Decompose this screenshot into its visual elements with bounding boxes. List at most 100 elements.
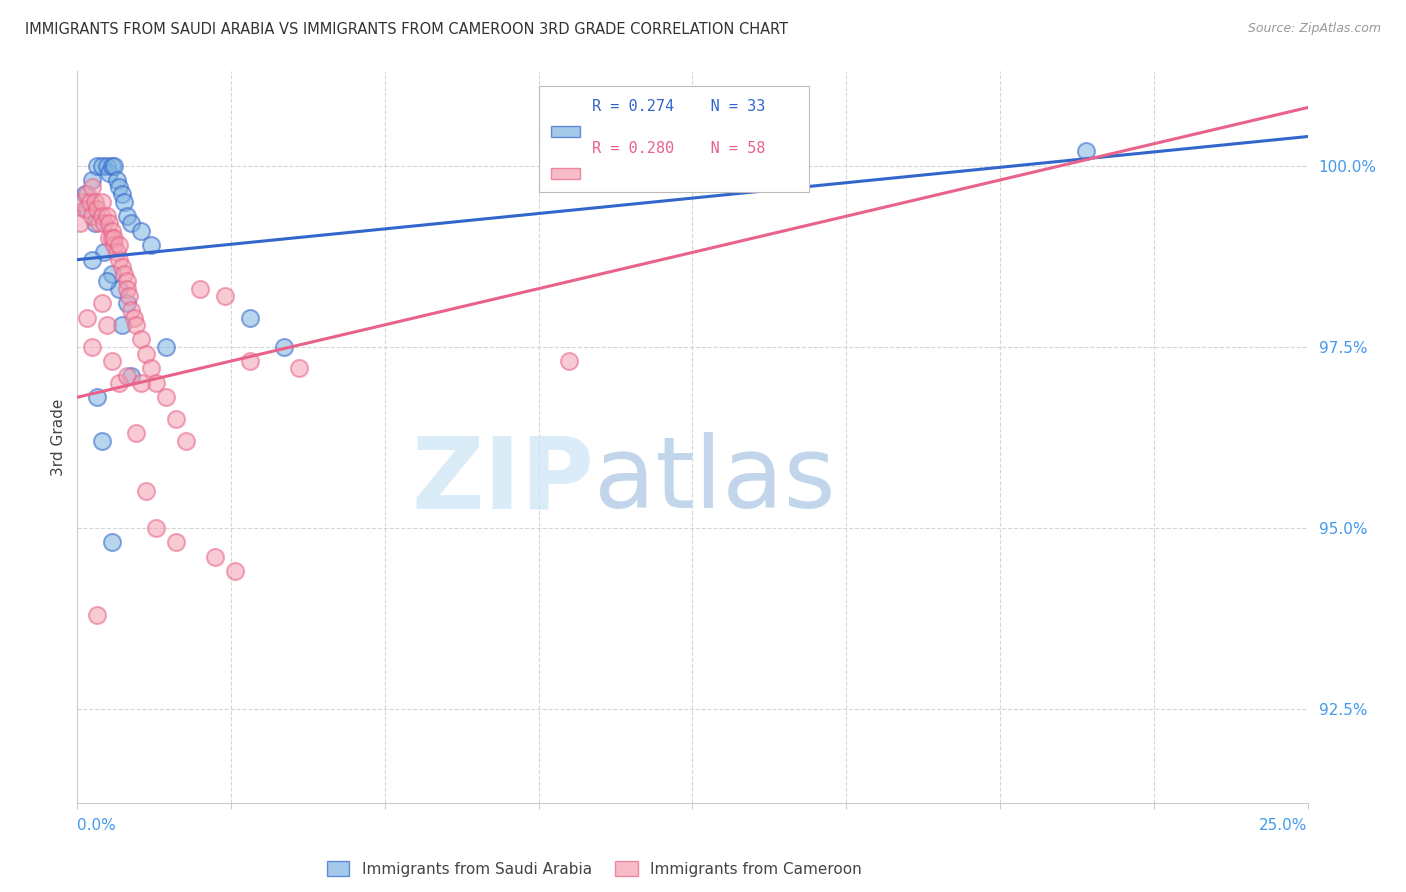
Point <box>86 390 108 404</box>
Text: R = 0.274    N = 33: R = 0.274 N = 33 <box>592 99 765 114</box>
Point <box>86 202 108 216</box>
Point <box>108 282 131 296</box>
Point <box>111 260 132 274</box>
Point <box>90 434 114 448</box>
Point <box>141 361 163 376</box>
Point <box>129 376 153 390</box>
Point <box>82 340 104 354</box>
Point <box>188 282 212 296</box>
Point <box>86 159 108 173</box>
Point <box>121 303 143 318</box>
Point <box>98 166 121 180</box>
Point <box>125 426 148 441</box>
Point <box>112 194 135 209</box>
Point <box>96 274 118 288</box>
Point <box>155 390 177 404</box>
Point <box>82 209 104 223</box>
Point <box>76 202 98 216</box>
Point <box>76 187 98 202</box>
Point <box>103 159 125 173</box>
Point <box>118 289 141 303</box>
FancyBboxPatch shape <box>551 168 579 179</box>
Point <box>93 245 115 260</box>
Point <box>90 296 114 310</box>
Point <box>115 282 138 296</box>
Point <box>115 274 138 288</box>
Text: 25.0%: 25.0% <box>1260 818 1308 832</box>
Point <box>111 187 132 202</box>
Point <box>96 318 118 332</box>
Point <box>69 216 91 230</box>
Point <box>115 368 138 383</box>
Point <box>224 564 246 578</box>
Point <box>90 194 114 209</box>
Point <box>239 354 262 368</box>
Point <box>98 216 121 230</box>
FancyBboxPatch shape <box>551 126 579 137</box>
Point <box>86 607 108 622</box>
Point <box>101 354 124 368</box>
Text: atlas: atlas <box>595 433 835 530</box>
Point <box>105 245 128 260</box>
Point <box>101 535 124 549</box>
Point <box>96 159 118 173</box>
Point <box>129 332 153 346</box>
Point <box>70 194 93 209</box>
Point <box>105 173 128 187</box>
Point <box>204 549 226 564</box>
Point <box>1076 144 1098 158</box>
Point <box>288 361 311 376</box>
Point <box>165 412 187 426</box>
Point <box>145 376 167 390</box>
Point <box>239 310 262 325</box>
Point <box>101 267 124 281</box>
Point <box>101 224 124 238</box>
Point <box>145 520 167 534</box>
Point <box>155 340 177 354</box>
Point <box>141 238 163 252</box>
Point <box>73 202 96 216</box>
Point <box>121 216 143 230</box>
Point <box>108 238 131 252</box>
Point <box>82 180 104 194</box>
Point <box>101 231 124 245</box>
Point <box>90 209 114 223</box>
Point <box>273 340 295 354</box>
Point <box>135 347 157 361</box>
Text: Source: ZipAtlas.com: Source: ZipAtlas.com <box>1247 22 1381 36</box>
Point <box>101 159 124 173</box>
Point <box>98 231 121 245</box>
Text: R = 0.280    N = 58: R = 0.280 N = 58 <box>592 141 765 156</box>
Point <box>103 238 125 252</box>
Point <box>112 267 135 281</box>
Point <box>108 252 131 267</box>
Point <box>82 173 104 187</box>
Legend: Immigrants from Saudi Arabia, Immigrants from Cameroon: Immigrants from Saudi Arabia, Immigrants… <box>321 855 868 883</box>
Point <box>93 216 115 230</box>
Point <box>90 159 114 173</box>
Point <box>89 216 111 230</box>
Point <box>558 354 581 368</box>
Point <box>83 194 105 209</box>
Point <box>83 216 105 230</box>
Point <box>96 209 118 223</box>
Point <box>115 209 138 223</box>
Point <box>135 484 157 499</box>
Point <box>165 535 187 549</box>
Point <box>121 368 143 383</box>
Text: 0.0%: 0.0% <box>77 818 117 832</box>
Text: ZIP: ZIP <box>411 433 595 530</box>
Point <box>79 194 101 209</box>
Point <box>115 296 138 310</box>
Point <box>111 318 132 332</box>
Point <box>76 310 98 325</box>
Point <box>129 224 153 238</box>
Point <box>73 187 96 202</box>
Point <box>214 289 236 303</box>
Point <box>108 376 131 390</box>
Point <box>122 310 145 325</box>
Point <box>108 180 131 194</box>
Point <box>103 231 125 245</box>
Point <box>174 434 197 448</box>
Y-axis label: 3rd Grade: 3rd Grade <box>51 399 66 475</box>
